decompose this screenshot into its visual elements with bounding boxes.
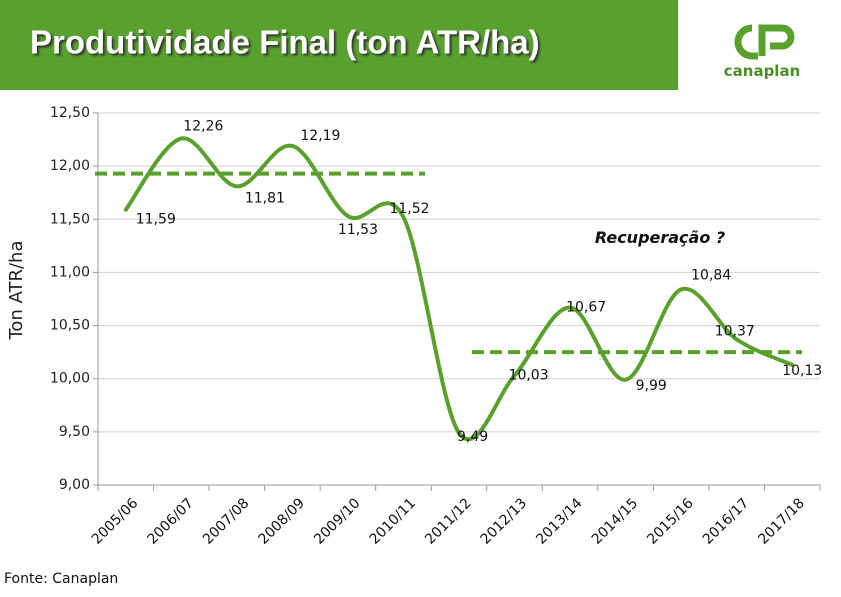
logo: canaplan <box>724 24 801 80</box>
value-label: 11,53 <box>338 222 378 238</box>
value-label: 11,59 <box>136 212 176 228</box>
y-tick-label: 11,50 <box>50 211 90 227</box>
x-tick-label: 2014/15 <box>589 495 641 547</box>
value-label: 12,19 <box>300 128 340 144</box>
header-bar <box>0 0 678 90</box>
x-tick-label: 2005/06 <box>89 495 142 548</box>
value-label: 11,81 <box>245 190 285 206</box>
y-tick-label: 12,50 <box>50 105 90 121</box>
y-tick-label: 12,00 <box>50 158 90 174</box>
x-tick-label: 2012/13 <box>478 495 530 547</box>
y-tick-label: 10,00 <box>50 371 90 387</box>
x-tick-label: 2009/10 <box>311 495 363 547</box>
logo-mark <box>734 24 758 60</box>
y-tick-label: 9,50 <box>59 424 90 440</box>
logo-mark <box>758 24 795 56</box>
value-label: 10,37 <box>715 323 755 339</box>
annotation: Recuperação ? <box>595 228 725 247</box>
value-label: 9,49 <box>457 429 488 445</box>
value-label: 10,84 <box>691 267 731 283</box>
x-tick-label: 2013/14 <box>533 495 586 548</box>
logo-text: canaplan <box>724 62 801 80</box>
x-tick-label: 2006/07 <box>144 495 196 547</box>
x-tick-label: 2016/17 <box>700 495 752 547</box>
x-tick-label: 2007/08 <box>200 495 252 547</box>
value-label: 10,13 <box>782 363 822 379</box>
value-label: 12,26 <box>183 119 223 135</box>
x-tick-label: 2010/11 <box>367 495 419 547</box>
x-tick-label: 2017/18 <box>755 495 807 547</box>
value-label: 10,67 <box>566 300 606 316</box>
data-line <box>123 136 795 442</box>
chart-title: Produtividade Final (ton ATR/ha) <box>30 24 540 61</box>
x-tick-label: 2015/16 <box>644 495 697 548</box>
y-tick-label: 9,00 <box>59 477 90 493</box>
value-label: 9,99 <box>636 378 667 394</box>
x-tick-label: 2011/12 <box>422 495 474 547</box>
source: Fonte: Canaplan <box>4 571 118 587</box>
value-label: 10,03 <box>509 368 549 384</box>
y-tick-label: 10,50 <box>50 318 90 334</box>
x-tick-label: 2008/09 <box>256 495 308 547</box>
y-tick-label: 11,00 <box>50 264 90 280</box>
value-label: 11,52 <box>389 201 429 217</box>
y-axis-label: Ton ATR/ha <box>6 241 27 341</box>
